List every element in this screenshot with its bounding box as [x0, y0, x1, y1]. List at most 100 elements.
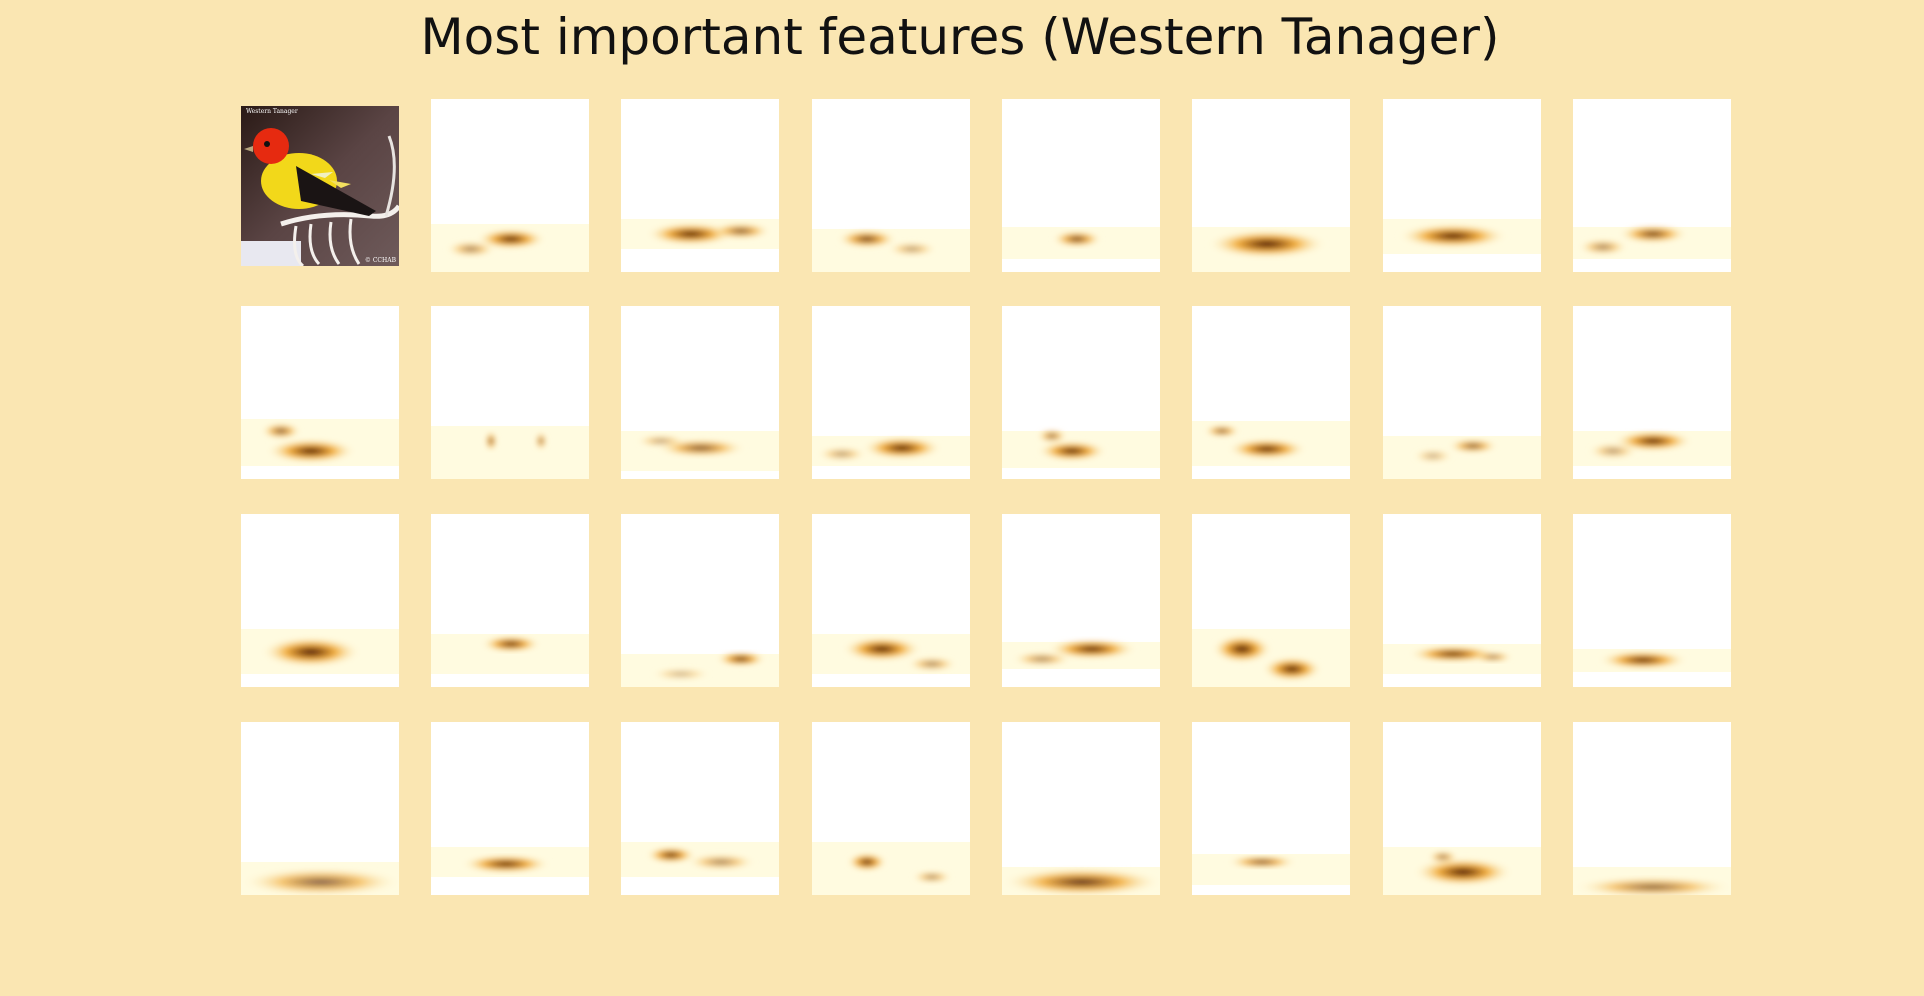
activation-blob	[842, 637, 922, 661]
heatmap-band	[1192, 629, 1350, 687]
figure-title-text: Most important features (Western Tanager…	[420, 8, 1500, 66]
feature-heatmap-19	[812, 514, 970, 687]
activation-blob	[446, 241, 496, 257]
heatmap-band	[431, 426, 589, 479]
figure-title: Most important features (Western Tanager…	[0, 8, 1924, 66]
feature-heatmap-9	[431, 306, 589, 479]
feature-heatmap-23	[1573, 514, 1731, 687]
activation-blob	[1262, 657, 1322, 681]
activation-blob	[1227, 439, 1307, 459]
heatmap-svg	[1002, 639, 1160, 669]
heatmap-svg	[1383, 219, 1541, 254]
feature-heatmap-10	[621, 306, 779, 479]
activation-blob	[1613, 431, 1693, 451]
feature-heatmap-20	[1002, 514, 1160, 687]
activation-blob	[261, 637, 361, 667]
heatmap-band	[812, 842, 970, 895]
heatmap-svg	[812, 229, 970, 272]
original-bird-image: Western Tanager © CCHAB	[241, 106, 399, 266]
activation-blob	[686, 854, 756, 870]
feature-heatmap-3	[812, 99, 970, 272]
feature-heatmap-5	[1192, 99, 1350, 272]
feature-heatmap-29	[1192, 722, 1350, 895]
feature-heatmap-1	[431, 99, 589, 272]
activation-blob	[1398, 224, 1508, 248]
heatmap-svg	[241, 419, 399, 466]
feature-heatmap-12	[1002, 306, 1160, 479]
activation-blob	[1448, 439, 1498, 453]
heatmap-svg	[621, 652, 779, 687]
activation-blob	[837, 230, 897, 248]
activation-blob	[1227, 856, 1297, 868]
activation-blob	[1578, 239, 1628, 255]
activation-blob	[1012, 652, 1072, 666]
activation-blob	[711, 223, 771, 239]
feature-heatmap-31	[1573, 722, 1731, 895]
feature-heatmap-7	[1573, 99, 1731, 272]
activation-blob	[485, 431, 497, 451]
activation-blob	[1473, 652, 1513, 662]
feature-heatmap-16	[241, 514, 399, 687]
feature-heatmap-28	[1002, 722, 1160, 895]
heatmap-svg	[1573, 649, 1731, 672]
activation-blob	[1588, 443, 1638, 459]
heatmap-svg	[1192, 227, 1350, 272]
heatmap-svg	[621, 431, 779, 471]
activation-blob	[862, 437, 942, 459]
activation-blob	[1207, 230, 1327, 258]
activation-blob	[636, 435, 686, 447]
heatmap-svg	[812, 436, 970, 466]
feature-heatmap-26	[621, 722, 779, 895]
feature-heatmap-17	[431, 514, 589, 687]
activation-blob	[461, 855, 551, 873]
activation-blob	[266, 439, 356, 463]
activation-blob	[1047, 639, 1137, 659]
heatmap-svg	[1573, 225, 1731, 259]
heatmap-svg	[1192, 854, 1350, 885]
feature-heatmap-24	[241, 722, 399, 895]
activation-blob	[817, 447, 867, 461]
activation-blob	[716, 652, 766, 666]
feature-heatmap-22	[1383, 514, 1541, 687]
activation-blob	[646, 847, 696, 863]
activation-blob	[1212, 635, 1272, 663]
feature-heatmap-21	[1192, 514, 1350, 687]
feature-heatmap-25	[431, 722, 589, 895]
activation-blob	[1428, 851, 1458, 863]
activation-blob	[1002, 868, 1160, 895]
photo-caption: Western Tanager	[246, 108, 298, 115]
heatmap-svg	[1383, 436, 1541, 479]
activation-blob	[887, 242, 937, 256]
heatmap-svg	[1573, 867, 1731, 895]
activation-blob	[907, 657, 957, 671]
heatmap-svg	[1383, 644, 1541, 674]
activation-blob	[912, 871, 952, 883]
activation-blob	[535, 432, 547, 450]
photo-copyright: © CCHAB	[364, 257, 396, 264]
feature-heatmap-2	[621, 99, 779, 272]
activation-blob	[476, 229, 546, 249]
heatmap-svg	[812, 842, 970, 895]
feature-heatmap-18	[621, 514, 779, 687]
bird-photo-icon	[241, 106, 399, 266]
activation-blob	[1598, 651, 1688, 669]
feature-heatmap-14	[1383, 306, 1541, 479]
feature-heatmap-30	[1383, 722, 1541, 895]
heatmap-svg	[241, 862, 399, 895]
activation-blob	[1204, 425, 1240, 437]
activation-blob	[847, 853, 887, 871]
heatmap-svg	[621, 842, 779, 877]
activation-blob	[1037, 429, 1067, 443]
heatmap-svg	[1002, 867, 1160, 895]
activation-blob	[651, 668, 711, 680]
feature-heatmap-11	[812, 306, 970, 479]
feature-heatmap-4	[1002, 99, 1160, 272]
heatmap-svg	[1383, 847, 1541, 895]
activation-blob	[1413, 449, 1453, 463]
activation-blob	[1052, 231, 1102, 247]
activation-blob	[241, 868, 399, 895]
heatmap-svg	[431, 847, 589, 877]
heatmap-svg	[621, 219, 779, 249]
heatmap-svg	[1192, 421, 1350, 466]
heatmap-svg	[812, 634, 970, 674]
